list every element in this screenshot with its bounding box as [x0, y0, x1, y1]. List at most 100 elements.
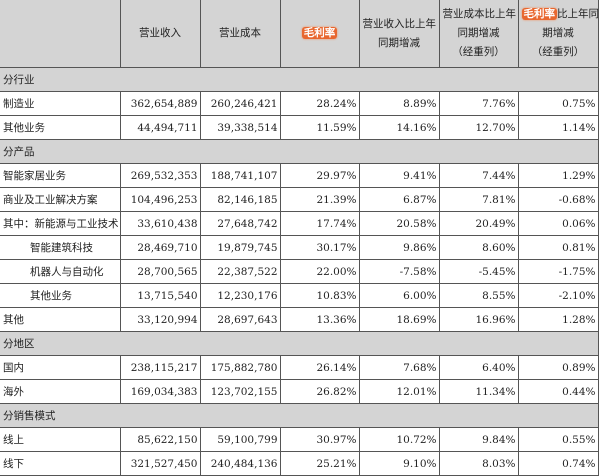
- cell-cost: 59,100,799: [199, 427, 281, 452]
- header-cost-change-line1: 营业成本比上年: [442, 8, 517, 20]
- cell-cost: 19,879,745: [199, 235, 281, 260]
- header-gross-margin: 毛利率: [279, 0, 360, 68]
- section-title: 分行业: [0, 67, 599, 92]
- row-label: 智能家居业务: [0, 163, 121, 188]
- cell-revenue: 85,622,150: [119, 427, 201, 452]
- header-cost-change-line3: （经重列）: [452, 46, 505, 58]
- cell-revenue: 169,034,383: [119, 379, 201, 404]
- cell-margin-change: 0.55%: [517, 427, 599, 452]
- table-row: 商业及工业解决方案 104,496,253 82,146,185 21.39% 6.87…: [0, 187, 599, 212]
- cell-cost-change: 7.44%: [438, 163, 519, 188]
- cell-margin: 26.82%: [279, 379, 360, 404]
- cell-revenue: 269,532,353: [119, 163, 201, 188]
- cell-cost-change: 7.76%: [438, 91, 519, 116]
- cell-rev-change: 9.10%: [358, 451, 440, 476]
- cell-cost-change: 12.70%: [438, 115, 519, 140]
- cell-margin: 22.00%: [279, 259, 360, 284]
- row-label: 线下: [0, 451, 121, 476]
- table-header-row: 营业收入 营业成本 毛利率 营业收入比上年 同期增减 营业成本比上年 同期增减 …: [0, 0, 599, 68]
- table-row: 其他业务 44,494,711 39,338,514 11.59% 14.16% 12.7…: [0, 115, 599, 140]
- header-cost: 营业成本: [199, 0, 281, 68]
- section-row: 分地区: [0, 331, 599, 356]
- cell-cost-change: 8.60%: [438, 235, 519, 260]
- margin-change-highlight: 毛利率: [521, 8, 557, 20]
- cell-rev-change: 8.89%: [358, 91, 440, 116]
- cell-rev-change: 7.68%: [358, 355, 440, 380]
- cell-margin-change: 1.29%: [517, 163, 599, 188]
- section-row: 分销售模式: [0, 403, 599, 428]
- cell-cost: 188,741,107: [199, 163, 281, 188]
- cell-margin: 17.74%: [279, 211, 360, 236]
- cell-revenue: 238,115,217: [119, 355, 201, 380]
- cell-cost-change: 11.34%: [438, 379, 519, 404]
- cell-rev-change: 12.01%: [358, 379, 440, 404]
- row-label: 机器人与自动化: [0, 259, 121, 284]
- cell-cost: 82,146,185: [199, 187, 281, 212]
- header-revenue-change: 营业收入比上年 同期增减: [358, 0, 440, 68]
- table-row: 国内 238,115,217 175,882,780 26.14% 7.68% 6.40%…: [0, 355, 599, 380]
- cell-rev-change: 14.16%: [358, 115, 440, 140]
- header-margin-change-line3: （经重列）: [531, 46, 585, 58]
- cell-margin: 29.97%: [279, 163, 360, 188]
- header-margin-change: 毛利率 比上年同 期增减 （经重列）: [517, 0, 599, 68]
- header-margin-change-line1: 毛利率 比上年同: [521, 5, 598, 24]
- row-label: 其他: [0, 307, 121, 332]
- cell-margin-change: 0.06%: [517, 211, 599, 236]
- row-label: 智能建筑科技: [0, 235, 121, 260]
- cell-margin-change: 1.28%: [517, 307, 599, 332]
- header-cost-change-line2: 同期增减: [457, 27, 500, 39]
- header-category: [0, 0, 121, 68]
- cell-margin: 30.97%: [279, 427, 360, 452]
- cell-cost-change: -5.45%: [438, 259, 519, 284]
- cell-cost: 240,484,136: [199, 451, 281, 476]
- row-label: 国内: [0, 355, 121, 380]
- cell-rev-change: -7.58%: [358, 259, 440, 284]
- cell-margin: 28.24%: [279, 91, 360, 116]
- cell-revenue: 28,469,710: [119, 235, 201, 260]
- cell-revenue: 321,527,450: [119, 451, 201, 476]
- cell-margin-change: -0.68%: [517, 187, 599, 212]
- cell-cost: 22,387,522: [199, 259, 281, 284]
- cell-revenue: 104,496,253: [119, 187, 201, 212]
- header-margin-change-line1-rest: 比上年同: [557, 8, 598, 20]
- cell-margin: 11.59%: [279, 115, 360, 140]
- cell-margin: 21.39%: [279, 187, 360, 212]
- cell-margin-change: 0.89%: [517, 355, 599, 380]
- cell-revenue: 28,700,565: [119, 259, 201, 284]
- cell-cost-change: 8.03%: [438, 451, 519, 476]
- table-row: 机器人与自动化 28,700,565 22,387,522 22.00% -7.58% -…: [0, 259, 599, 284]
- header-revenue: 营业收入: [119, 0, 201, 68]
- table-row: 其他业务 13,715,540 12,230,176 10.83% 6.00% 8.55%…: [0, 283, 599, 308]
- section-title: 分地区: [0, 331, 599, 356]
- cell-margin: 10.83%: [279, 283, 360, 308]
- row-label: 线上: [0, 427, 121, 452]
- row-label: 其他业务: [0, 115, 121, 140]
- cell-cost: 260,246,421: [199, 91, 281, 116]
- cell-rev-change: 20.58%: [358, 211, 440, 236]
- cell-revenue: 362,654,889: [119, 91, 201, 116]
- table-row: 智能家居业务 269,532,353 188,741,107 29.97% 9.41% 7…: [0, 163, 599, 188]
- row-label: 其他业务: [0, 283, 121, 308]
- cell-cost-change: 7.81%: [438, 187, 519, 212]
- cell-margin-change: -2.10%: [517, 283, 599, 308]
- cell-margin-change: 0.74%: [517, 451, 599, 476]
- cell-rev-change: 9.41%: [358, 163, 440, 188]
- header-cost-change: 营业成本比上年 同期增减 （经重列）: [438, 0, 519, 68]
- cell-margin: 30.17%: [279, 235, 360, 260]
- cell-rev-change: 6.87%: [358, 187, 440, 212]
- row-label: 商业及工业解决方案: [0, 187, 121, 212]
- cell-cost-change: 8.55%: [438, 283, 519, 308]
- header-revenue-change-line1: 营业收入比上年: [362, 17, 437, 30]
- cell-cost: 39,338,514: [199, 115, 281, 140]
- cell-revenue: 33,120,994: [119, 307, 201, 332]
- cell-margin-change: 0.44%: [517, 379, 599, 404]
- table-row: 其中：新能源与工业技术 33,610,438 27,648,742 17.74% 20.…: [0, 211, 599, 236]
- header-margin-change-line2: 期增减: [542, 27, 574, 39]
- cell-margin: 26.14%: [279, 355, 360, 380]
- section-title: 分产品: [0, 139, 599, 164]
- cell-cost-change: 9.84%: [438, 427, 519, 452]
- table-row: 海外 169,034,383 123,702,155 26.82% 12.01% 11.3…: [0, 379, 599, 404]
- table-row: 线上 85,622,150 59,100,799 30.97% 10.72% 9.84% 0…: [0, 427, 599, 452]
- cell-revenue: 44,494,711: [119, 115, 201, 140]
